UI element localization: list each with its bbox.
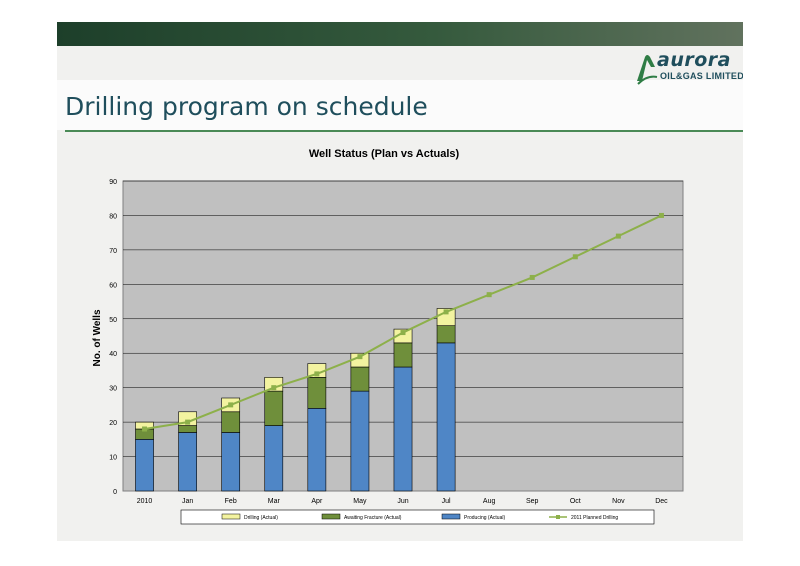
bar-producing	[307, 408, 327, 492]
bar-drilling	[393, 328, 413, 344]
plan-point	[314, 371, 320, 377]
plan-point	[658, 212, 664, 218]
x-tick-label: May	[353, 498, 367, 505]
plan-point	[486, 292, 492, 298]
legend-awaiting-fracture-label: Awaiting Fracture (Actual)	[344, 515, 402, 521]
plan-point	[400, 330, 406, 336]
plan-point	[228, 402, 234, 408]
title-underline	[65, 130, 743, 132]
x-tick-label: Jun	[397, 498, 408, 505]
x-tick-label: Jan	[182, 498, 193, 505]
legend-producing-label: Producing (Actual)	[464, 515, 505, 521]
legend-drilling-swatch	[221, 513, 241, 520]
x-tick-label: Sep	[526, 498, 539, 505]
logo-word: aurora	[657, 49, 731, 71]
bar-producing	[393, 366, 413, 492]
chart-title: Well Status (Plan vs Actuals)	[309, 148, 460, 160]
x-tick-label: Mar	[268, 498, 281, 505]
y-axis-label: No. of Wells	[92, 309, 103, 366]
plan-point	[357, 354, 363, 360]
plan-point	[271, 385, 277, 391]
y-tick-label: 30	[109, 386, 117, 393]
x-tick-label: Apr	[311, 498, 323, 505]
logo-subtitle: OIL&GAS LIMITED	[660, 71, 743, 81]
x-tick-label: Aug	[483, 498, 496, 505]
x-tick-label: 2010	[137, 498, 153, 505]
y-tick-label: 90	[109, 179, 117, 186]
legend-producing-swatch	[441, 513, 461, 520]
bar-awaiting-fracture	[307, 377, 327, 409]
swoosh-icon	[637, 55, 658, 85]
bar-awaiting-fracture	[350, 366, 370, 392]
bar-producing	[264, 425, 284, 492]
aurora-logo: aurora OIL&GAS LIMITED	[635, 49, 743, 101]
legend: Drilling (Actual) Awaiting Fracture (Actu…	[180, 509, 655, 525]
x-axis-ticks: 2010 Jan Feb Mar Apr May Jun Jul Aug Sep Oct Nov Dec	[137, 498, 668, 505]
y-tick-label: 50	[109, 317, 117, 324]
x-tick-label: Feb	[225, 498, 237, 505]
legend-drilling-label: Drilling (Actual)	[244, 515, 278, 521]
plan-point	[572, 254, 578, 260]
y-tick-label: 70	[109, 248, 117, 255]
bar-awaiting-fracture	[221, 411, 241, 433]
bar-awaiting-fracture	[178, 425, 197, 433]
y-tick-label: 20	[109, 420, 117, 427]
bar-producing	[221, 432, 241, 492]
bar-awaiting-fracture	[264, 390, 284, 426]
x-tick-label: Oct	[570, 498, 581, 505]
bar-awaiting-fracture	[436, 325, 456, 344]
bar-producing	[350, 390, 370, 492]
plan-point	[142, 426, 148, 432]
x-tick-label: Nov	[612, 498, 625, 505]
x-tick-label: Jul	[442, 498, 451, 505]
x-tick-label: Dec	[655, 498, 668, 505]
top-band	[57, 22, 743, 46]
y-tick-label: 0	[113, 489, 117, 496]
bar-producing	[436, 342, 456, 492]
legend-planned-drilling-label: 2011 Planned Drilling	[571, 515, 618, 521]
y-tick-label: 10	[109, 455, 117, 462]
bar-producing	[135, 439, 154, 492]
planned-drilling-line	[142, 212, 664, 432]
y-tick-label: 60	[109, 282, 117, 289]
bars	[135, 308, 456, 492]
legend-planned-drilling-marker	[556, 515, 560, 519]
plan-point	[615, 233, 621, 239]
plan-point	[443, 309, 449, 315]
legend-awaiting-fracture-swatch	[321, 513, 341, 520]
bar-awaiting-fracture	[393, 342, 413, 368]
legend-box	[180, 509, 655, 525]
title-bar	[57, 80, 743, 130]
plan-point	[529, 274, 535, 280]
y-tick-label: 40	[109, 351, 117, 358]
y-axis-ticks: 0 10 20 30 40 50 60 70 80 90	[109, 179, 117, 496]
plan-point	[185, 419, 191, 425]
bar-producing	[178, 432, 197, 492]
slide-title: Drilling program on schedule	[65, 92, 428, 121]
y-tick-label: 80	[109, 213, 117, 220]
